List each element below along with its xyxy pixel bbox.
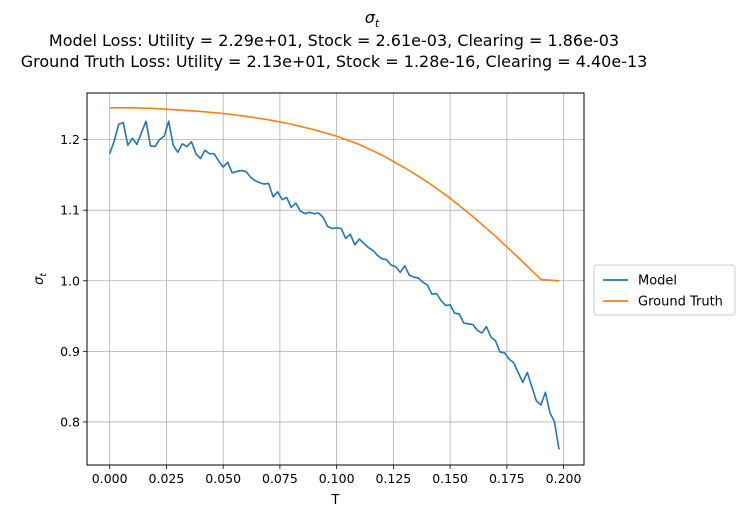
model-loss-subtitle: Model Loss: Utility = 2.29e+01, Stock = … bbox=[49, 31, 619, 50]
x-tick-label: 0.025 bbox=[149, 471, 185, 486]
x-tick-label: 0.175 bbox=[489, 471, 525, 486]
ground-truth-loss-subtitle: Ground Truth Loss: Utility = 2.13e+01, S… bbox=[21, 52, 648, 71]
x-tick-label: 0.125 bbox=[375, 471, 411, 486]
y-tick-label: 1.1 bbox=[60, 203, 80, 218]
x-tick-label: 0.200 bbox=[546, 471, 582, 486]
axis-ticks: 0.000 0.025 0.050 0.075 0.100 0.125 0.150 0.175… bbox=[60, 132, 581, 486]
plot-area-frame bbox=[86, 92, 585, 466]
ground-truth-series-line bbox=[109, 107, 560, 282]
x-axis-label: T bbox=[331, 493, 340, 508]
y-tick-label: 1.0 bbox=[60, 273, 80, 288]
legend: Model Ground Truth bbox=[593, 264, 736, 316]
y-tick-label: 1.2 bbox=[60, 132, 80, 147]
series-layer bbox=[108, 107, 560, 450]
y-tick-label: 0.9 bbox=[60, 344, 80, 359]
x-tick-label: 0.100 bbox=[319, 471, 355, 486]
ground-truth-legend-label: Ground Truth bbox=[638, 295, 723, 310]
x-tick-label: 0.000 bbox=[92, 471, 128, 486]
model-series-line bbox=[108, 120, 560, 450]
y-tick-label: 0.8 bbox=[60, 414, 80, 429]
x-tick-label: 0.150 bbox=[432, 471, 468, 486]
x-tick-label: 0.050 bbox=[205, 471, 241, 486]
chart-title-group: σt Model Loss: Utility = 2.29e+01, Stock… bbox=[21, 8, 648, 71]
y-axis-label: σt bbox=[32, 273, 49, 285]
legend-box bbox=[593, 264, 736, 316]
model-legend-label: Model bbox=[638, 274, 677, 289]
grid bbox=[87, 93, 584, 465]
chart-title: σt bbox=[365, 8, 380, 30]
x-tick-label: 0.075 bbox=[262, 471, 298, 486]
